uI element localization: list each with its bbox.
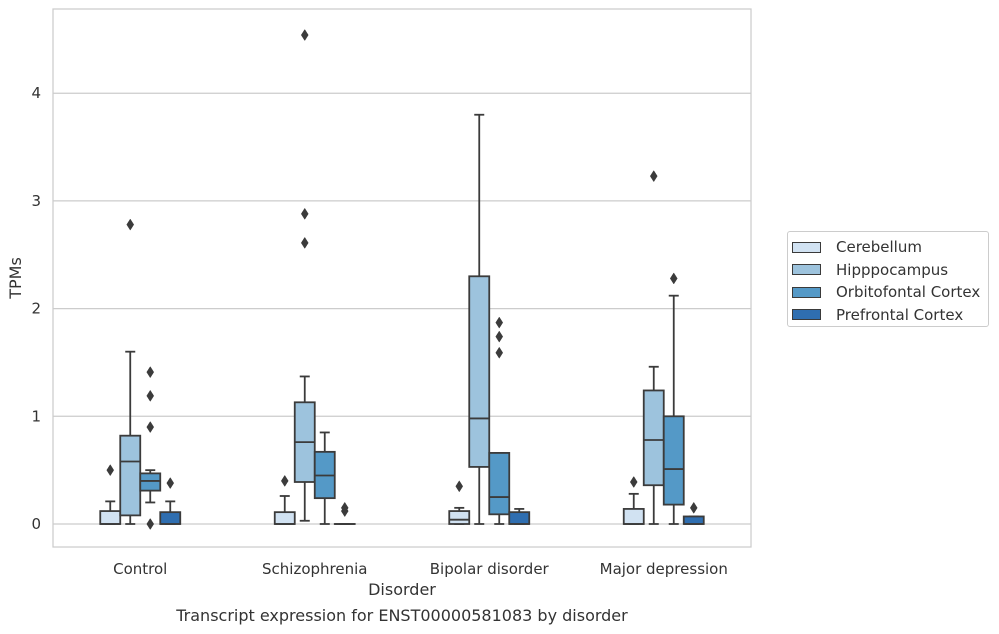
x-axis-title: Disorder [368, 580, 436, 599]
series-prefrontal-cortex [159, 477, 705, 525]
iqr-box [662, 415, 685, 506]
series-hipppocampus [119, 29, 665, 525]
iqr-box [99, 510, 122, 525]
iqr-box [642, 389, 665, 487]
legend-label: Hipppocampus [836, 260, 949, 279]
legend-item: Cerebellum [792, 236, 988, 259]
x-axis-ticks: Control Schizophrenia Bipolar disorder Majo… [113, 560, 728, 578]
outlier-point [495, 346, 504, 359]
iqr-box [682, 515, 705, 525]
y-tick-label: 4 [31, 84, 41, 102]
plot-frame [52, 8, 752, 548]
box-element [139, 366, 162, 530]
box-element [682, 501, 705, 525]
series-cerebellum [99, 464, 645, 525]
legend-label: Orbitofontal Cortex [836, 283, 981, 302]
legend-label: Prefrontal Cortex [836, 305, 964, 324]
legend-item: Orbitofontal Cortex [792, 281, 988, 304]
legend-swatch [792, 309, 821, 321]
iqr-box [468, 275, 491, 468]
box-element [159, 477, 182, 525]
y-tick-label: 3 [31, 192, 41, 210]
outlier-point [649, 170, 658, 183]
box-element [273, 474, 296, 525]
y-tick-label: 2 [31, 300, 41, 318]
iqr-box [139, 472, 162, 492]
iqr-box [488, 452, 511, 516]
x-tick-label: Control [113, 560, 167, 578]
outlier-point [146, 518, 155, 530]
y-axis-title: TPMs [6, 257, 25, 300]
box-element [313, 431, 336, 525]
iqr-box [448, 510, 471, 525]
iqr-box [273, 511, 296, 525]
outlier-point [146, 389, 155, 402]
outlier-point [455, 480, 464, 493]
box-element [508, 508, 531, 525]
figure-caption: Transcript expression for ENST0000058108… [176, 606, 628, 625]
box-element [293, 29, 316, 522]
outlier-point [689, 501, 698, 514]
outlier-point [340, 501, 349, 514]
box-element [119, 218, 142, 525]
series-orbitofontal-cortex [139, 272, 685, 530]
outlier-point [495, 316, 504, 329]
outlier-point [146, 366, 155, 379]
x-tick-label: Schizophrenia [262, 560, 367, 578]
outlier-point [300, 207, 309, 220]
y-tick-label: 0 [31, 515, 41, 533]
legend-item: Hipppocampus [792, 259, 988, 282]
outlier-point [669, 272, 678, 285]
x-tick-label: Major depression [600, 560, 728, 578]
y-axis-ticks: 0 1 2 3 4 [31, 84, 41, 533]
iqr-box [508, 511, 531, 525]
legend-label: Cerebellum [836, 238, 922, 257]
outlier-point [300, 236, 309, 249]
legend-swatch [792, 241, 821, 253]
box-element [622, 476, 645, 525]
box-element [468, 113, 491, 525]
outlier-point [146, 421, 155, 434]
x-tick-label: Bipolar disorder [430, 560, 550, 578]
y-tick-label: 1 [31, 407, 41, 425]
legend: Cerebellum Hipppocampus Orbitofontal Corte… [787, 231, 989, 327]
box-element [333, 501, 356, 525]
iqr-box [119, 434, 142, 517]
legend-swatch [792, 286, 821, 298]
box-element [642, 170, 665, 525]
outlier-point [495, 330, 504, 343]
outlier-point [280, 474, 289, 487]
box-element [662, 272, 685, 525]
outlier-point [126, 218, 135, 231]
iqr-box [622, 508, 645, 525]
box-series [99, 29, 705, 530]
legend-swatch [792, 264, 821, 276]
box-element [448, 480, 471, 525]
outlier-point [106, 464, 115, 477]
outlier-point [629, 476, 638, 488]
outlier-point [300, 29, 309, 42]
iqr-box [159, 511, 182, 525]
legend-item: Prefrontal Cortex [792, 304, 988, 327]
box-element [488, 316, 511, 525]
outlier-point [166, 477, 175, 490]
box-element [99, 464, 122, 525]
